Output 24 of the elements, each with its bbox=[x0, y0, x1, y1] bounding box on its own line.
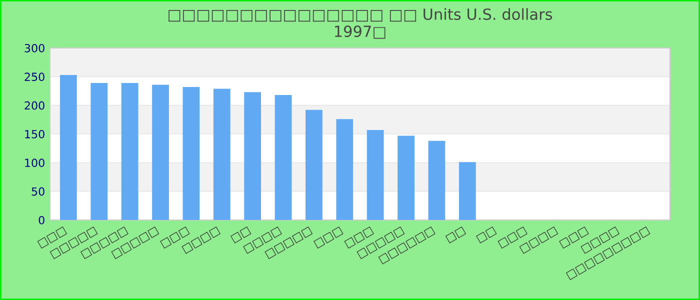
bar bbox=[398, 136, 414, 220]
bar bbox=[244, 92, 262, 220]
y-tick-label: 0 bbox=[38, 216, 44, 224]
bar bbox=[366, 130, 384, 220]
bar bbox=[182, 86, 200, 220]
y-tick-label: 300 bbox=[24, 44, 44, 52]
y-tick-label: 250 bbox=[24, 72, 44, 82]
x-tick-label: □□ bbox=[476, 226, 497, 244]
chart-title: □□□□□□□□□□□□□□□ □□ Units U.S. dollars 1997□ bbox=[168, 8, 552, 39]
y-tick-label: 50 bbox=[32, 187, 44, 196]
bar bbox=[274, 95, 292, 220]
bar bbox=[121, 82, 138, 220]
bar bbox=[428, 140, 446, 220]
bar bbox=[336, 119, 354, 220]
y-tick-label: 200 bbox=[24, 101, 44, 110]
bar bbox=[213, 88, 230, 220]
y-tick-label: 100 bbox=[25, 158, 44, 168]
bar bbox=[458, 162, 476, 220]
y-tick-label: 150 bbox=[25, 130, 44, 138]
bar bbox=[60, 74, 77, 220]
bar bbox=[306, 110, 322, 220]
bar bbox=[90, 82, 108, 220]
x-tick-label: □□ bbox=[445, 226, 466, 244]
bar bbox=[152, 84, 169, 220]
